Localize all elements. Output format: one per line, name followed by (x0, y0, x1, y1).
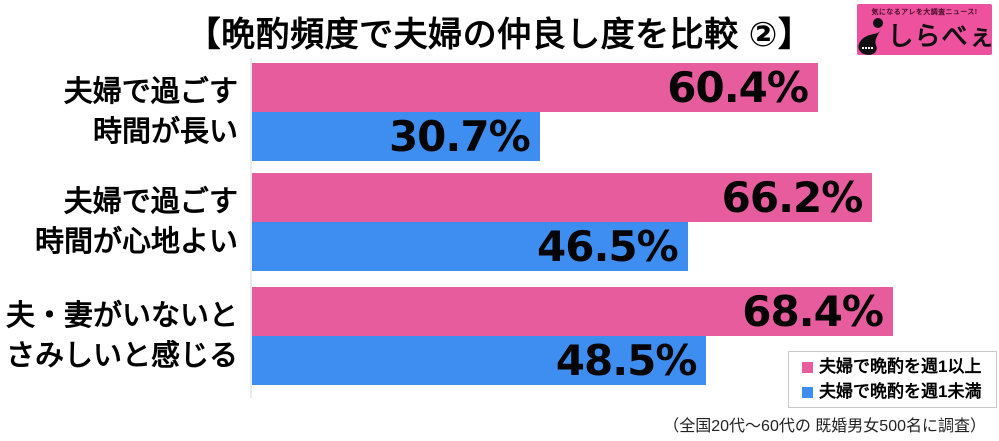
bar-weekly-plus: 68.4% (252, 287, 893, 336)
legend-label: 夫婦で晩酌を週1未満 (819, 382, 982, 401)
chart-row: 夫婦で過ごす 時間が長い 60.4% 30.7% (0, 63, 999, 161)
logo-name: しらべぇ (887, 21, 996, 51)
bar-weekly-less: 48.5% (252, 336, 707, 385)
bar-weekly-less: 30.7% (252, 112, 540, 161)
category-label-line: 夫婦で過ごす (63, 185, 238, 218)
category-label-line: 夫婦で過ごす (63, 75, 238, 108)
legend-swatch-blue (802, 386, 813, 398)
chart-title: 【晩酌頻度で夫婦の仲良し度を比較 ②】 (186, 16, 813, 54)
bar-weekly-plus: 60.4% (252, 63, 818, 112)
chart-row: 夫婦で過ごす 時間が心地よい 66.2% 46.5% (0, 173, 999, 271)
bar-value-label: 30.7% (388, 112, 531, 161)
bar-value-label: 66.2% (721, 173, 864, 222)
bar-track: 60.4% 30.7% (252, 63, 952, 161)
category-label-line: 時間が心地よい (34, 226, 238, 258)
logo-row: しらべぇ (854, 17, 996, 55)
bar-value-label: 60.4% (667, 63, 809, 112)
legend-item-weekly-plus: 夫婦で晩酌を週1以上 (802, 356, 996, 378)
category-label-line: 夫・妻がいないと (5, 299, 238, 332)
category-label-line: さみしいと感じる (5, 340, 238, 372)
shirabee-logo: 気になるアレを大調査ニュース! しらべぇ (857, 4, 995, 55)
survey-footnote: （全国20代～60代の 既婚男女500名に調査） (663, 418, 986, 435)
bar-track: 68.4% 48.5% (252, 287, 952, 385)
bar-value-label: 48.5% (555, 336, 698, 385)
bar-track: 66.2% 46.5% (252, 173, 952, 271)
bar-value-label: 68.4% (742, 287, 884, 336)
bar-weekly-plus: 66.2% (252, 173, 873, 222)
legend-label: 夫婦で晩酌を週1以上 (819, 357, 982, 376)
category-label: 夫婦で過ごす 時間が心地よい (0, 173, 238, 271)
legend-swatch-pink (802, 361, 813, 373)
shirabee-logo-mark (857, 18, 883, 55)
chart-row: 夫・妻がいないと さみしいと感じる 68.4% 48.5% (0, 287, 999, 385)
bar-chart: 夫婦で過ごす 時間が長い 60.4% 30.7% 夫婦で過ごす 時間が心地よい … (0, 55, 999, 405)
bar-weekly-less: 46.5% (252, 222, 688, 271)
category-label: 夫・妻がいないと さみしいと感じる (0, 287, 238, 385)
category-label-line: 時間が長い (92, 116, 238, 148)
y-axis-line (250, 58, 252, 398)
legend-item-weekly-less: 夫婦で晩酌を週1未満 (802, 381, 996, 403)
logo-tagline: 気になるアレを大調査ニュース! (871, 9, 978, 16)
category-label: 夫婦で過ごす 時間が長い (0, 63, 238, 161)
bar-value-label: 46.5% (537, 222, 679, 271)
legend: 夫婦で晩酌を週1以上 夫婦で晩酌を週1未満 (788, 351, 997, 408)
